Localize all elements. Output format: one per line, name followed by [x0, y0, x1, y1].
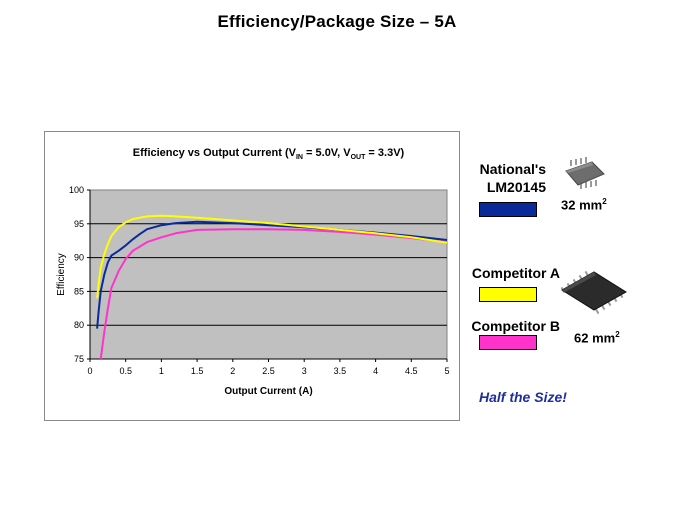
- y-tick-label: 90: [74, 253, 84, 263]
- x-tick-label: 1.5: [191, 366, 204, 376]
- x-axis-label: Output Current (A): [224, 386, 312, 397]
- chart-title-subscript: IN: [296, 154, 303, 161]
- chart-title-part: Efficiency vs Output Current (V: [133, 147, 297, 159]
- x-tick-label: 5: [444, 366, 449, 376]
- competitor-a-legend-label: Competitor A: [471, 265, 560, 281]
- x-tick-label: 3.5: [334, 366, 347, 376]
- wide-tssop-chip-icon: [560, 270, 627, 315]
- small-package-area: 32 mm2: [561, 197, 607, 212]
- y-axis-label: Efficiency: [56, 253, 67, 296]
- large-package-area: 62 mm2: [574, 330, 620, 345]
- small-area-sup: 2: [602, 197, 607, 206]
- x-tick-label: 2: [230, 366, 235, 376]
- x-tick-label: 0.5: [119, 366, 132, 376]
- chart-title-subscript: OUT: [351, 154, 367, 161]
- national-legend-line2: LM20145: [486, 179, 546, 195]
- x-tick-label: 4: [373, 366, 378, 376]
- large-area-sup: 2: [615, 330, 620, 339]
- large-area-value: 62 mm: [574, 330, 616, 346]
- competitor-b-swatch: [479, 335, 537, 350]
- chart-title-part: = 5.0V, V: [303, 147, 351, 159]
- series-line-competitor-a: [96, 214, 448, 299]
- series-line-competitor-b: [99, 228, 448, 360]
- x-tick-label: 2.5: [262, 366, 275, 376]
- plot-area: [89, 189, 448, 360]
- x-tick-label: 1: [159, 366, 164, 376]
- chart-title-part: = 3.3V): [365, 147, 404, 159]
- y-tick-label: 95: [74, 219, 84, 229]
- x-tick-label: 4.5: [405, 366, 418, 376]
- national-swatch: [479, 202, 537, 217]
- chart-title: Efficiency vs Output Current (VIN = 5.0V…: [133, 147, 405, 161]
- competitor-a-swatch: [479, 287, 537, 302]
- small-area-value: 32 mm: [561, 197, 603, 213]
- x-tick-label: 3: [302, 366, 307, 376]
- competitor-b-legend-label: Competitor B: [471, 318, 560, 334]
- half-the-size-tagline: Half the Size!: [479, 389, 567, 405]
- y-tick-label: 85: [74, 286, 84, 296]
- y-tick-label: 80: [74, 320, 84, 330]
- tssop-chip-icon: [565, 157, 605, 189]
- national-legend-line1: National's: [479, 161, 546, 177]
- efficiency-chart: Efficiency vs Output Current (VIN = 5.0V…: [44, 131, 460, 421]
- y-tick-label: 75: [74, 354, 84, 364]
- slide-title: Efficiency/Package Size – 5A: [217, 12, 457, 31]
- national-legend-label: National's LM20145: [460, 160, 546, 196]
- chart-svg: Efficiency vs Output Current (VIN = 5.0V…: [56, 147, 450, 397]
- y-tick-label: 100: [69, 185, 84, 195]
- x-tick-label: 0: [87, 366, 92, 376]
